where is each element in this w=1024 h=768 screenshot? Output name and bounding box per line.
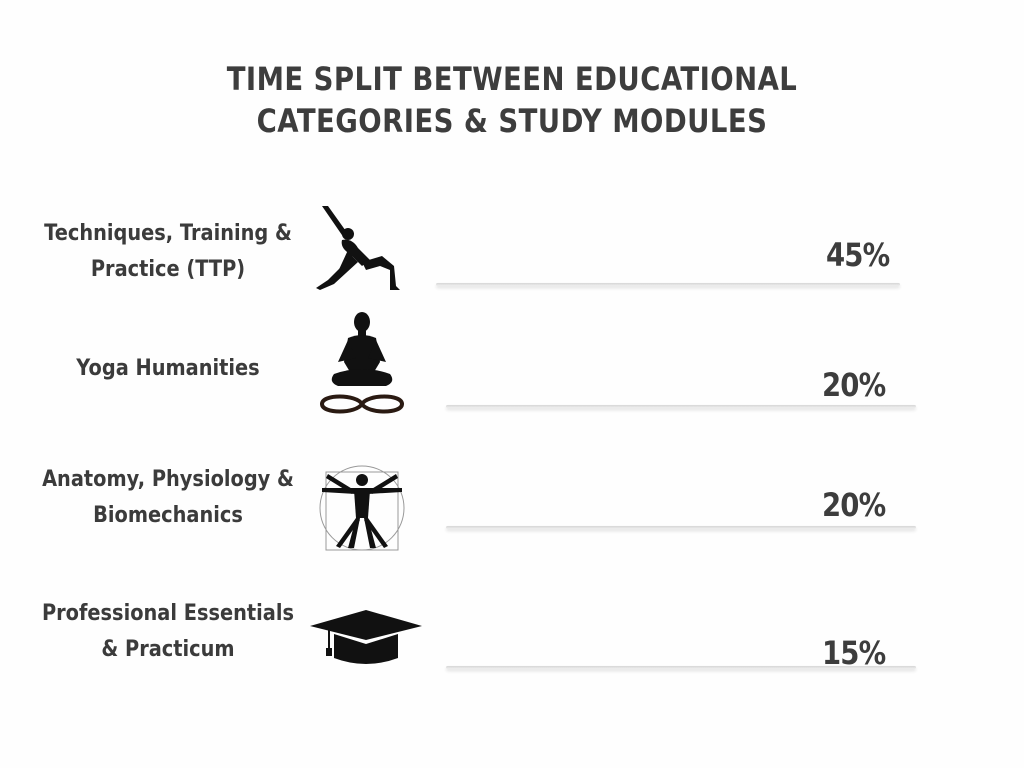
category-row-professional: Professional Essentials & Practicum 15%: [0, 590, 1024, 710]
category-label: Yoga Humanities: [36, 351, 300, 387]
category-label-line: Professional Essentials: [41, 601, 295, 626]
category-label-line: Yoga Humanities: [76, 356, 260, 381]
category-value: 20%: [822, 486, 886, 524]
meditation-icon: [316, 310, 408, 418]
chart-title: TIME SPLIT BETWEEN EDUCATIONAL CATEGORIE…: [72, 58, 953, 142]
vitruvian-man-icon: [314, 464, 410, 554]
category-label: Professional Essentials & Practicum: [36, 596, 300, 668]
category-label-line: Techniques, Training &: [44, 221, 292, 246]
category-label-line: Biomechanics: [93, 503, 243, 528]
category-line: [436, 283, 900, 286]
chart-title-line-1: TIME SPLIT BETWEEN EDUCATIONAL: [226, 60, 798, 98]
graduation-cap-icon: [308, 608, 424, 668]
category-line: [446, 526, 916, 529]
category-line: [446, 405, 916, 408]
category-row-anatomy: Anatomy, Physiology & Biomechanics: [0, 452, 1024, 572]
category-value: 45%: [826, 236, 890, 274]
category-value: 15%: [822, 634, 886, 672]
category-value: 20%: [822, 366, 886, 404]
category-label-line: Anatomy, Physiology &: [42, 467, 294, 492]
category-label-line: & Practicum: [101, 637, 235, 662]
category-label: Techniques, Training & Practice (TTP): [36, 216, 300, 288]
category-row-ttp: Techniques, Training & Practice (TTP) 45…: [0, 200, 1024, 320]
chart-title-line-2: CATEGORIES & STUDY MODULES: [256, 102, 768, 140]
category-label: Anatomy, Physiology & Biomechanics: [36, 462, 300, 534]
category-row-yoga-humanities: Yoga Humanities 20%: [0, 310, 1024, 430]
category-label-line: Practice (TTP): [90, 257, 246, 282]
category-line: [446, 666, 916, 669]
yoga-pose-icon: [312, 204, 404, 294]
